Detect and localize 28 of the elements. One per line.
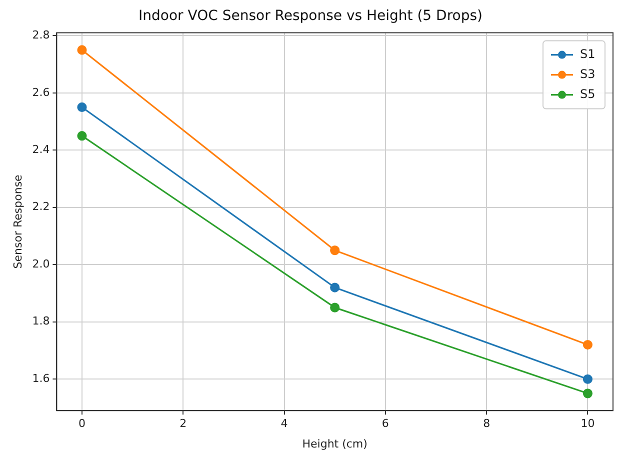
y-axis-title: Sensor Response: [11, 174, 24, 269]
x-tick-label: 6: [382, 417, 389, 430]
point: [330, 246, 340, 256]
point: [582, 388, 593, 398]
point: [77, 131, 87, 141]
x-axis-title: Height (cm): [302, 437, 368, 450]
legend-label: S5: [580, 86, 596, 101]
y-tick-label: 2.0: [32, 257, 50, 270]
y-tick-label: 1.8: [32, 314, 50, 328]
point: [330, 302, 340, 312]
point: [582, 340, 593, 350]
x-tick-label: 10: [580, 417, 595, 430]
y-tick-label: 2.8: [32, 28, 50, 42]
y-tick-label: 1.6: [32, 372, 50, 385]
point: [330, 282, 340, 292]
point: [77, 45, 87, 55]
x-tick-label: 0: [78, 417, 86, 430]
x-tick-label: 2: [180, 417, 187, 430]
y-tick-label: 2.4: [32, 143, 50, 156]
legend-label: S1: [580, 46, 596, 61]
x-tick-label: 4: [280, 417, 288, 430]
point: [582, 374, 593, 384]
y-tick-label: 2.6: [32, 86, 50, 99]
x-tick-label: 8: [483, 417, 490, 430]
legend-label: S3: [580, 66, 596, 81]
point: [77, 102, 87, 112]
chart-title: Indoor VOC Sensor Response vs Height (5 Drops): [138, 8, 482, 24]
y-tick-label: 2.2: [32, 200, 50, 214]
